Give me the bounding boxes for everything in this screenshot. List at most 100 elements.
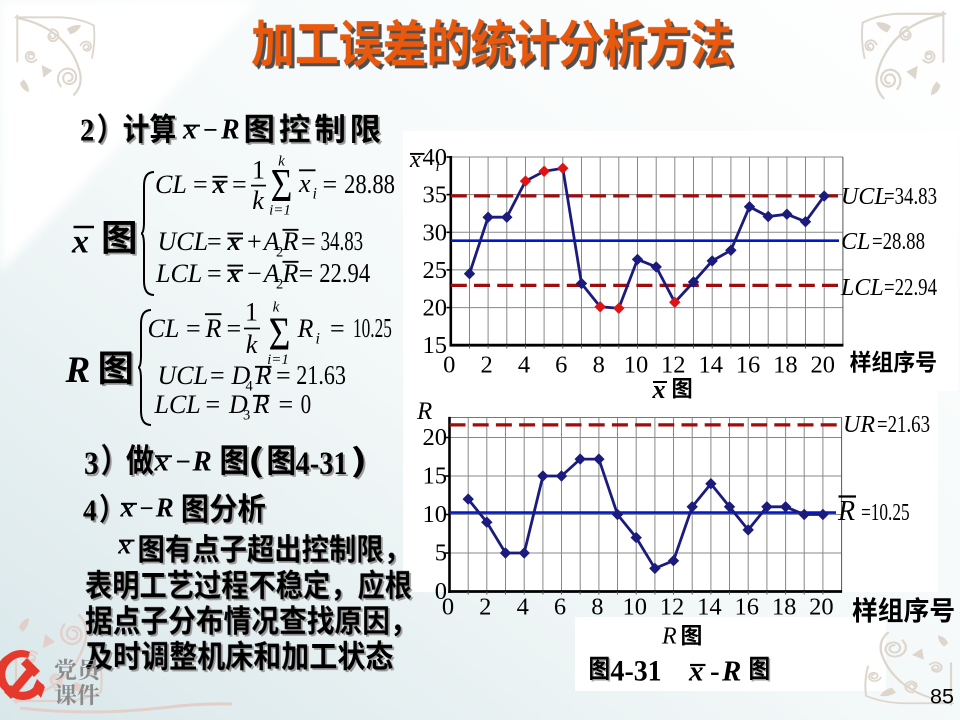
svg-text:x: x bbox=[652, 375, 666, 404]
svg-text:R: R bbox=[282, 259, 299, 288]
svg-text:16: 16 bbox=[736, 352, 761, 379]
svg-text:x: x bbox=[117, 531, 131, 560]
svg-text:3: 3 bbox=[86, 446, 101, 483]
svg-text:CL: CL bbox=[841, 229, 870, 255]
svg-text:35: 35 bbox=[423, 182, 448, 209]
svg-text:2: 2 bbox=[82, 114, 96, 150]
svg-text:15: 15 bbox=[423, 332, 448, 359]
svg-text:21.63: 21.63 bbox=[296, 361, 346, 391]
svg-text:4: 4 bbox=[83, 494, 97, 528]
svg-text:16: 16 bbox=[734, 594, 759, 621]
svg-text:Σ: Σ bbox=[269, 309, 291, 361]
svg-text:k: k bbox=[246, 330, 258, 359]
svg-text:20: 20 bbox=[423, 424, 448, 451]
svg-text:k: k bbox=[252, 186, 264, 215]
svg-text:R: R bbox=[661, 624, 677, 650]
svg-text:i: i bbox=[316, 331, 320, 348]
svg-text:=21.63: =21.63 bbox=[877, 411, 930, 438]
svg-text:=: = bbox=[232, 170, 247, 199]
svg-text:40: 40 bbox=[423, 144, 448, 171]
svg-text:4-31: 4-31 bbox=[297, 447, 349, 483]
svg-text:4: 4 bbox=[517, 594, 529, 621]
svg-text:=: = bbox=[323, 170, 338, 199]
svg-text:0: 0 bbox=[442, 594, 454, 621]
svg-text:CL: CL bbox=[155, 170, 187, 199]
svg-text:R: R bbox=[205, 314, 222, 343]
svg-text:22.94: 22.94 bbox=[319, 259, 370, 288]
svg-text:10: 10 bbox=[423, 501, 448, 528]
svg-text:x: x bbox=[227, 259, 241, 288]
svg-text:4-31: 4-31 bbox=[611, 655, 662, 688]
svg-text:=: = bbox=[299, 259, 314, 288]
svg-text:=: = bbox=[301, 227, 316, 256]
svg-text:10.25: 10.25 bbox=[353, 313, 392, 343]
svg-text:=: = bbox=[207, 227, 222, 256]
svg-text:i=1: i=1 bbox=[269, 203, 291, 219]
svg-text:+: + bbox=[247, 227, 262, 256]
svg-text:85: 85 bbox=[930, 685, 954, 709]
svg-text:R: R bbox=[255, 361, 272, 390]
svg-text:=: = bbox=[186, 314, 201, 343]
svg-text:R: R bbox=[416, 398, 432, 425]
svg-text:R: R bbox=[282, 227, 299, 256]
svg-text:4: 4 bbox=[246, 379, 254, 395]
svg-text:2: 2 bbox=[479, 594, 491, 621]
svg-text:Σ: Σ bbox=[271, 160, 293, 212]
svg-text:R: R bbox=[253, 390, 270, 419]
svg-text:14: 14 bbox=[698, 352, 723, 379]
svg-text:x: x bbox=[71, 224, 89, 261]
svg-text:R: R bbox=[65, 350, 91, 391]
svg-text:34.83: 34.83 bbox=[321, 227, 364, 257]
svg-text:A: A bbox=[262, 227, 280, 256]
svg-text:25: 25 bbox=[423, 257, 448, 284]
svg-text:x: x bbox=[688, 656, 704, 688]
svg-text:0: 0 bbox=[435, 578, 447, 605]
svg-text:i: i bbox=[313, 186, 317, 203]
svg-text:14: 14 bbox=[697, 594, 722, 621]
svg-text:=: = bbox=[207, 259, 222, 288]
svg-text:LCL: LCL bbox=[154, 390, 201, 419]
svg-text:=28.88: =28.88 bbox=[872, 228, 925, 255]
svg-text:10: 10 bbox=[622, 594, 647, 621]
svg-text:8: 8 bbox=[593, 352, 605, 379]
svg-text:i=1: i=1 bbox=[267, 352, 289, 368]
svg-text:6: 6 bbox=[554, 594, 566, 621]
svg-text:12: 12 bbox=[660, 594, 685, 621]
svg-text:x: x bbox=[154, 446, 170, 478]
svg-text:R: R bbox=[220, 115, 240, 146]
svg-text:=: = bbox=[210, 361, 225, 390]
svg-text:UCL: UCL bbox=[841, 184, 888, 210]
svg-text:R: R bbox=[297, 314, 314, 343]
svg-text:10: 10 bbox=[624, 352, 649, 379]
svg-text:=: = bbox=[330, 314, 345, 343]
svg-text:2: 2 bbox=[276, 277, 283, 293]
svg-text:0: 0 bbox=[443, 352, 455, 379]
svg-text:−: − bbox=[247, 259, 262, 288]
svg-text:15: 15 bbox=[423, 463, 448, 490]
svg-text:28.88: 28.88 bbox=[344, 170, 395, 199]
svg-text:UCL: UCL bbox=[158, 361, 209, 390]
svg-text:CL: CL bbox=[148, 314, 180, 343]
svg-text:1: 1 bbox=[252, 156, 265, 185]
svg-text:0: 0 bbox=[301, 390, 312, 420]
svg-text:=: = bbox=[279, 390, 294, 419]
svg-text:12: 12 bbox=[661, 352, 686, 379]
svg-text:3: 3 bbox=[243, 408, 250, 424]
svg-text:=: = bbox=[276, 361, 291, 390]
svg-text:=: = bbox=[227, 314, 242, 343]
svg-text:=34.83: =34.83 bbox=[884, 183, 937, 210]
svg-text:R: R bbox=[721, 656, 741, 688]
svg-text:20: 20 bbox=[423, 295, 448, 322]
svg-text:2: 2 bbox=[276, 245, 283, 261]
svg-text:x: x bbox=[212, 170, 226, 199]
svg-text:20: 20 bbox=[809, 594, 834, 621]
svg-text:UCL: UCL bbox=[158, 227, 209, 256]
svg-text:x: x bbox=[298, 169, 311, 198]
svg-text:20: 20 bbox=[810, 352, 835, 379]
svg-text:3: 3 bbox=[84, 444, 99, 481]
svg-text:30: 30 bbox=[423, 219, 448, 246]
svg-text:UR: UR bbox=[843, 412, 875, 438]
svg-text:-: - bbox=[710, 656, 720, 688]
svg-text:2: 2 bbox=[80, 112, 94, 148]
svg-text:R: R bbox=[192, 446, 212, 478]
